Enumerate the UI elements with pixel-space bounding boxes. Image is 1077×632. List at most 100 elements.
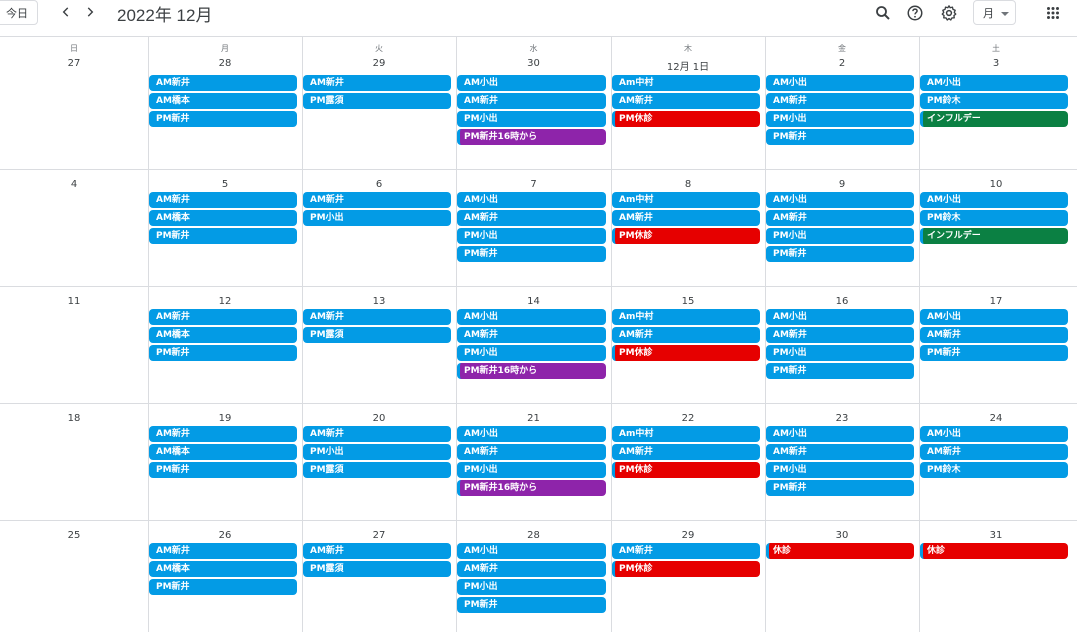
calendar-event[interactable]: AM橋本 bbox=[149, 93, 297, 109]
calendar-event[interactable]: AM橋本 bbox=[149, 210, 297, 226]
calendar-event[interactable]: PM新井16時から bbox=[457, 363, 606, 379]
chevron-right-icon[interactable] bbox=[80, 2, 100, 22]
day-number[interactable]: 12月 1日 bbox=[666, 62, 710, 73]
calendar-event[interactable]: AM新井 bbox=[457, 210, 606, 226]
calendar-event[interactable]: Am中村 bbox=[612, 309, 760, 325]
calendar-event[interactable]: PM小出 bbox=[766, 111, 914, 127]
gear-icon[interactable] bbox=[938, 2, 960, 24]
day-number[interactable]: 28 bbox=[527, 530, 540, 541]
calendar-event[interactable]: PM小出 bbox=[457, 345, 606, 361]
calendar-event[interactable]: PM小出 bbox=[766, 462, 914, 478]
calendar-event[interactable]: AM小出 bbox=[457, 75, 606, 91]
calendar-event[interactable]: AM新井 bbox=[766, 327, 914, 343]
calendar-event[interactable]: PM新井 bbox=[766, 480, 914, 496]
calendar-event[interactable]: AM新井 bbox=[303, 426, 451, 442]
calendar-event[interactable]: PM新井 bbox=[920, 345, 1068, 361]
calendar-event[interactable]: 休診 bbox=[766, 543, 914, 559]
calendar-event[interactable]: PM新井 bbox=[766, 246, 914, 262]
day-number[interactable]: 29 bbox=[681, 530, 695, 541]
calendar-event[interactable]: AM新井 bbox=[612, 93, 760, 109]
calendar-event[interactable]: AM新井 bbox=[766, 210, 914, 226]
day-number[interactable]: 29 bbox=[372, 58, 386, 69]
calendar-event[interactable]: インフルデー bbox=[920, 111, 1068, 127]
calendar-event[interactable]: PM新井 bbox=[149, 228, 297, 244]
calendar-event[interactable]: AM新井 bbox=[303, 543, 451, 559]
day-number[interactable]: 2 bbox=[838, 58, 846, 69]
day-number[interactable]: 6 bbox=[375, 179, 383, 190]
calendar-event[interactable]: PM休診 bbox=[612, 561, 760, 577]
calendar-event[interactable]: AM新井 bbox=[149, 426, 297, 442]
calendar-event[interactable]: AM橋本 bbox=[149, 327, 297, 343]
calendar-event[interactable]: PM休診 bbox=[612, 345, 760, 361]
calendar-event[interactable]: PM新井16時から bbox=[457, 129, 606, 145]
calendar-event[interactable]: Am中村 bbox=[612, 192, 760, 208]
day-number[interactable]: 26 bbox=[218, 530, 232, 541]
calendar-event[interactable]: AM新井 bbox=[457, 561, 606, 577]
calendar-event[interactable]: PM鈴木 bbox=[920, 210, 1068, 226]
day-number[interactable]: 9 bbox=[838, 179, 846, 190]
day-number[interactable]: 27 bbox=[67, 58, 81, 69]
calendar-event[interactable]: PM新井 bbox=[457, 597, 606, 613]
calendar-event[interactable]: Am中村 bbox=[612, 426, 760, 442]
calendar-event[interactable]: AM新井 bbox=[457, 93, 606, 109]
calendar-event[interactable]: PM露須 bbox=[303, 561, 451, 577]
calendar-event[interactable]: PM新井 bbox=[149, 462, 297, 478]
day-number[interactable]: 3 bbox=[992, 58, 1000, 69]
calendar-event[interactable]: PM小出 bbox=[766, 345, 914, 361]
day-number[interactable]: 16 bbox=[835, 296, 849, 307]
day-number[interactable]: 14 bbox=[527, 296, 540, 307]
calendar-event[interactable]: PM鈴木 bbox=[920, 462, 1068, 478]
calendar-event[interactable]: PM小出 bbox=[457, 579, 606, 595]
calendar-event[interactable]: PM小出 bbox=[766, 228, 914, 244]
search-icon[interactable] bbox=[872, 2, 894, 24]
calendar-event[interactable]: PM休診 bbox=[612, 111, 760, 127]
calendar-event[interactable]: AM新井 bbox=[766, 93, 914, 109]
day-number[interactable]: 28 bbox=[218, 58, 232, 69]
calendar-event[interactable]: AM小出 bbox=[920, 192, 1068, 208]
calendar-event[interactable]: AM新井 bbox=[457, 444, 606, 460]
calendar-event[interactable]: PM休診 bbox=[612, 228, 760, 244]
day-number[interactable]: 15 bbox=[681, 296, 695, 307]
calendar-event[interactable]: AM新井 bbox=[303, 192, 451, 208]
day-number[interactable]: 30 bbox=[835, 530, 849, 541]
day-number[interactable]: 27 bbox=[372, 530, 386, 541]
calendar-event[interactable]: AM新井 bbox=[612, 543, 760, 559]
calendar-event[interactable]: AM新井 bbox=[766, 444, 914, 460]
chevron-left-icon[interactable] bbox=[56, 2, 76, 22]
calendar-event[interactable]: PM小出 bbox=[303, 444, 451, 460]
apps-grid-icon[interactable] bbox=[1042, 2, 1064, 24]
day-number[interactable]: 24 bbox=[989, 413, 1003, 424]
calendar-event[interactable]: PM露須 bbox=[303, 462, 451, 478]
calendar-event[interactable]: PM新井 bbox=[766, 129, 914, 145]
day-number[interactable]: 11 bbox=[67, 296, 81, 307]
day-number[interactable]: 12 bbox=[218, 296, 232, 307]
calendar-event[interactable]: PM鈴木 bbox=[920, 93, 1068, 109]
help-icon[interactable] bbox=[904, 2, 926, 24]
calendar-event[interactable]: AM小出 bbox=[457, 192, 606, 208]
day-number[interactable]: 17 bbox=[989, 296, 1003, 307]
calendar-event[interactable]: AM小出 bbox=[457, 309, 606, 325]
calendar-event[interactable]: AM橋本 bbox=[149, 444, 297, 460]
calendar-event[interactable]: AM新井 bbox=[612, 444, 760, 460]
calendar-event[interactable]: PM露須 bbox=[303, 93, 451, 109]
calendar-event[interactable]: AM小出 bbox=[920, 426, 1068, 442]
calendar-event[interactable]: AM新井 bbox=[303, 75, 451, 91]
day-number[interactable]: 7 bbox=[530, 179, 537, 190]
calendar-event[interactable]: AM新井 bbox=[303, 309, 451, 325]
day-number[interactable]: 10 bbox=[989, 179, 1003, 190]
calendar-event[interactable]: AM小出 bbox=[766, 75, 914, 91]
calendar-event[interactable]: AM新井 bbox=[149, 192, 297, 208]
calendar-event[interactable]: AM新井 bbox=[149, 543, 297, 559]
calendar-event[interactable]: インフルデー bbox=[920, 228, 1068, 244]
view-selector[interactable]: 月 bbox=[973, 0, 1016, 25]
calendar-event[interactable]: AM小出 bbox=[766, 192, 914, 208]
calendar-event[interactable]: PM新井 bbox=[149, 111, 297, 127]
day-number[interactable]: 5 bbox=[221, 179, 229, 190]
calendar-event[interactable]: AM橋本 bbox=[149, 561, 297, 577]
calendar-event[interactable]: AM小出 bbox=[457, 426, 606, 442]
calendar-event[interactable]: PM小出 bbox=[457, 462, 606, 478]
calendar-event[interactable]: PM露須 bbox=[303, 327, 451, 343]
day-number[interactable]: 18 bbox=[67, 413, 81, 424]
day-number[interactable]: 23 bbox=[835, 413, 849, 424]
calendar-event[interactable]: AM新井 bbox=[612, 210, 760, 226]
